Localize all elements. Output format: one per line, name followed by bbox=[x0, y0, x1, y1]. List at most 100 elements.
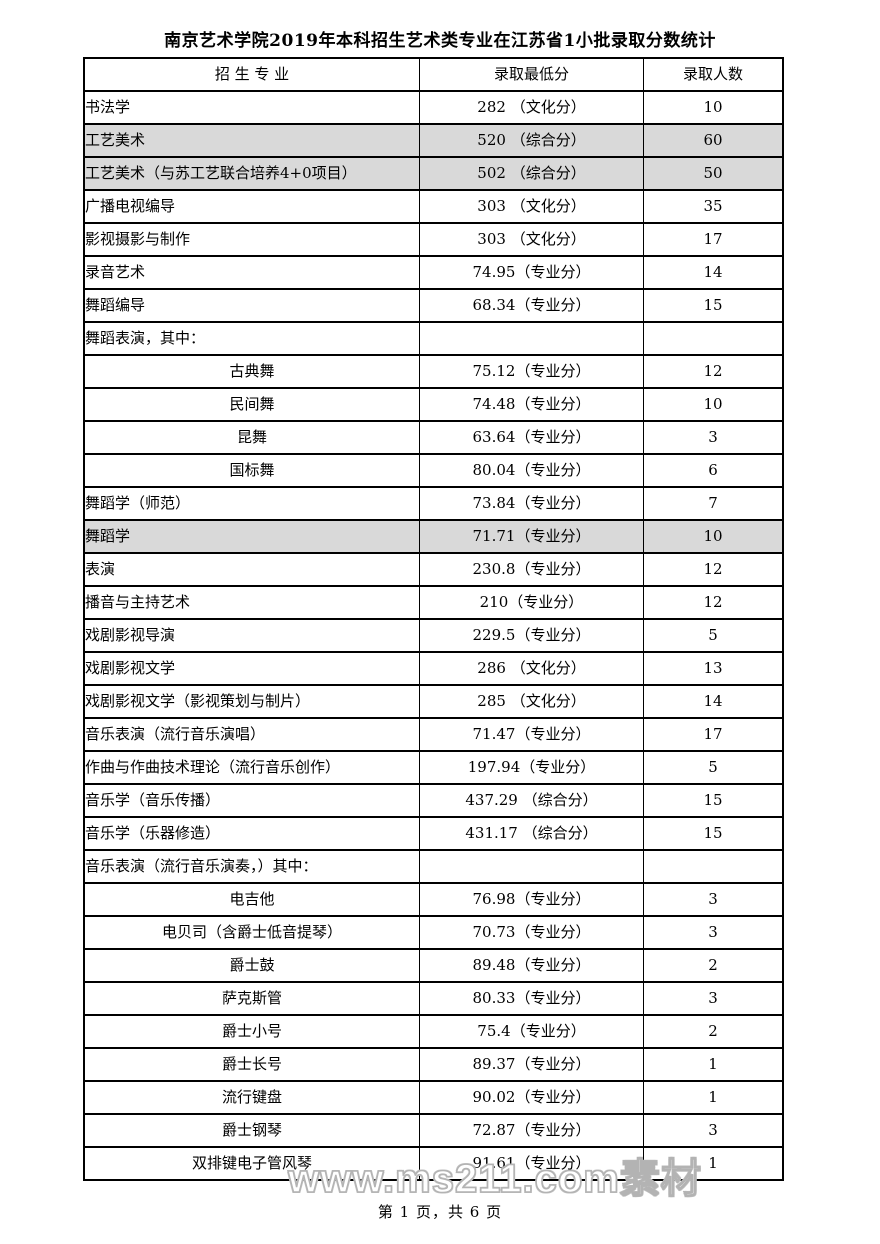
table-row: 双排键电子管风琴 91.61（专业分） 1 bbox=[83, 1146, 784, 1181]
table-row: 录音艺术 74.95（专业分） 14 bbox=[83, 255, 784, 290]
table-row: 电贝司（含爵士低音提琴） 70.73（专业分） 3 bbox=[83, 915, 784, 950]
min-score-cell: 71.47（专业分） bbox=[419, 717, 644, 752]
table-row: 音乐表演（流行音乐演奏，）其中： bbox=[83, 849, 784, 884]
admit-count-cell: 15 bbox=[643, 816, 784, 851]
admit-count-cell: 60 bbox=[643, 123, 784, 158]
admit-count-cell: 15 bbox=[643, 783, 784, 818]
admit-count-cell: 15 bbox=[643, 288, 784, 323]
table-row: 作曲与作曲技术理论（流行音乐创作） 197.94（专业分） 5 bbox=[83, 750, 784, 785]
table-row: 表演 230.8（专业分） 12 bbox=[83, 552, 784, 587]
admit-count-cell: 10 bbox=[643, 519, 784, 554]
major-cell: 电贝司（含爵士低音提琴） bbox=[83, 915, 420, 950]
min-score-cell: 80.33（专业分） bbox=[419, 981, 644, 1016]
table-row: 民间舞 74.48（专业分） 10 bbox=[83, 387, 784, 422]
table-row: 音乐学（乐器修造） 431.17 （综合分） 15 bbox=[83, 816, 784, 851]
major-cell: 表演 bbox=[83, 552, 420, 587]
admission-score-table: 招 生 专 业 录取最低分 录取人数 书法学 282 （文化分） 10 工艺美术 520… bbox=[83, 57, 784, 1181]
major-cell: 音乐表演（流行音乐演唱） bbox=[83, 717, 420, 752]
major-cell: 广播电视编导 bbox=[83, 189, 420, 224]
table-row: 电吉他 76.98（专业分） 3 bbox=[83, 882, 784, 917]
table-row: 流行键盘 90.02（专业分） 1 bbox=[83, 1080, 784, 1115]
min-score-cell: 74.95（专业分） bbox=[419, 255, 644, 290]
major-cell: 萨克斯管 bbox=[83, 981, 420, 1016]
admit-count-cell: 50 bbox=[643, 156, 784, 191]
min-score-cell: 74.48（专业分） bbox=[419, 387, 644, 422]
major-cell: 电吉他 bbox=[83, 882, 420, 917]
table-row: 戏剧影视文学 286 （文化分） 13 bbox=[83, 651, 784, 686]
admit-count-cell: 13 bbox=[643, 651, 784, 686]
major-cell: 音乐学（音乐传播） bbox=[83, 783, 420, 818]
major-cell: 流行键盘 bbox=[83, 1080, 420, 1115]
min-score-cell: 89.48（专业分） bbox=[419, 948, 644, 983]
header-major: 招 生 专 业 bbox=[83, 57, 420, 92]
min-score-cell: 76.98（专业分） bbox=[419, 882, 644, 917]
admit-count-cell: 17 bbox=[643, 222, 784, 257]
admit-count-cell: 1 bbox=[643, 1080, 784, 1115]
table-row: 音乐学（音乐传播） 437.29 （综合分） 15 bbox=[83, 783, 784, 818]
min-score-cell: 197.94（专业分） bbox=[419, 750, 644, 785]
min-score-cell: 75.4（专业分） bbox=[419, 1014, 644, 1049]
admit-count-cell: 3 bbox=[643, 915, 784, 950]
admit-count-cell: 12 bbox=[643, 354, 784, 389]
table-row: 爵士小号 75.4（专业分） 2 bbox=[83, 1014, 784, 1049]
major-cell: 播音与主持艺术 bbox=[83, 585, 420, 620]
table-row: 工艺美术 520 （综合分） 60 bbox=[83, 123, 784, 158]
table-row: 戏剧影视导演 229.5（专业分） 5 bbox=[83, 618, 784, 653]
major-cell: 爵士长号 bbox=[83, 1047, 420, 1082]
table-row: 爵士长号 89.37（专业分） 1 bbox=[83, 1047, 784, 1082]
min-score-cell bbox=[419, 321, 644, 356]
min-score-cell: 520 （综合分） bbox=[419, 123, 644, 158]
major-cell: 工艺美术 bbox=[83, 123, 420, 158]
admit-count-cell: 12 bbox=[643, 552, 784, 587]
min-score-cell: 73.84（专业分） bbox=[419, 486, 644, 521]
table-row: 古典舞 75.12（专业分） 12 bbox=[83, 354, 784, 389]
min-score-cell: 431.17 （综合分） bbox=[419, 816, 644, 851]
admit-count-cell bbox=[643, 849, 784, 884]
major-cell: 工艺美术（与苏工艺联合培养4+0项目） bbox=[83, 156, 420, 191]
major-cell: 舞蹈编导 bbox=[83, 288, 420, 323]
table-row: 舞蹈编导 68.34（专业分） 15 bbox=[83, 288, 784, 323]
admit-count-cell: 10 bbox=[643, 387, 784, 422]
major-cell: 国标舞 bbox=[83, 453, 420, 488]
table-row: 播音与主持艺术 210（专业分） 12 bbox=[83, 585, 784, 620]
admit-count-cell: 7 bbox=[643, 486, 784, 521]
table-row: 广播电视编导 303 （文化分） 35 bbox=[83, 189, 784, 224]
min-score-cell: 80.04（专业分） bbox=[419, 453, 644, 488]
min-score-cell: 90.02（专业分） bbox=[419, 1080, 644, 1115]
admit-count-cell: 35 bbox=[643, 189, 784, 224]
major-cell: 舞蹈表演，其中： bbox=[83, 321, 420, 356]
min-score-cell: 502 （综合分） bbox=[419, 156, 644, 191]
major-cell: 戏剧影视文学 bbox=[83, 651, 420, 686]
min-score-cell: 72.87（专业分） bbox=[419, 1113, 644, 1148]
major-cell: 古典舞 bbox=[83, 354, 420, 389]
table-row: 舞蹈学（师范） 73.84（专业分） 7 bbox=[83, 486, 784, 521]
major-cell: 舞蹈学（师范） bbox=[83, 486, 420, 521]
major-cell: 书法学 bbox=[83, 90, 420, 125]
min-score-cell: 210（专业分） bbox=[419, 585, 644, 620]
major-cell: 戏剧影视文学（影视策划与制片） bbox=[83, 684, 420, 719]
admit-count-cell: 3 bbox=[643, 1113, 784, 1148]
watermark-text: www.ms211.com素材 bbox=[287, 1156, 702, 1202]
table-row: 音乐表演（流行音乐演唱） 71.47（专业分） 17 bbox=[83, 717, 784, 752]
admit-count-cell: 10 bbox=[643, 90, 784, 125]
admit-count-cell: 5 bbox=[643, 750, 784, 785]
min-score-cell: 89.37（专业分） bbox=[419, 1047, 644, 1082]
admit-count-cell: 12 bbox=[643, 585, 784, 620]
admit-count-cell: 1 bbox=[643, 1047, 784, 1082]
major-cell: 爵士钢琴 bbox=[83, 1113, 420, 1148]
min-score-cell: 63.64（专业分） bbox=[419, 420, 644, 455]
table-row: 萨克斯管 80.33（专业分） 3 bbox=[83, 981, 784, 1016]
major-cell: 舞蹈学 bbox=[83, 519, 420, 554]
header-min-score: 录取最低分 bbox=[419, 57, 644, 92]
table-row: 爵士钢琴 72.87（专业分） 3 bbox=[83, 1113, 784, 1148]
admit-count-cell: 17 bbox=[643, 717, 784, 752]
admit-count-cell: 14 bbox=[643, 255, 784, 290]
admit-count-cell: 6 bbox=[643, 453, 784, 488]
major-cell: 作曲与作曲技术理论（流行音乐创作） bbox=[83, 750, 420, 785]
min-score-cell: 75.12（专业分） bbox=[419, 354, 644, 389]
page-title: 南京艺术学院2019年本科招生艺术类专业在江苏省1小批录取分数统计 bbox=[164, 31, 716, 51]
table-row: 舞蹈学 71.71（专业分） 10 bbox=[83, 519, 784, 554]
major-cell: 爵士小号 bbox=[83, 1014, 420, 1049]
major-cell: 戏剧影视导演 bbox=[83, 618, 420, 653]
major-cell: 双排键电子管风琴 bbox=[83, 1146, 420, 1181]
